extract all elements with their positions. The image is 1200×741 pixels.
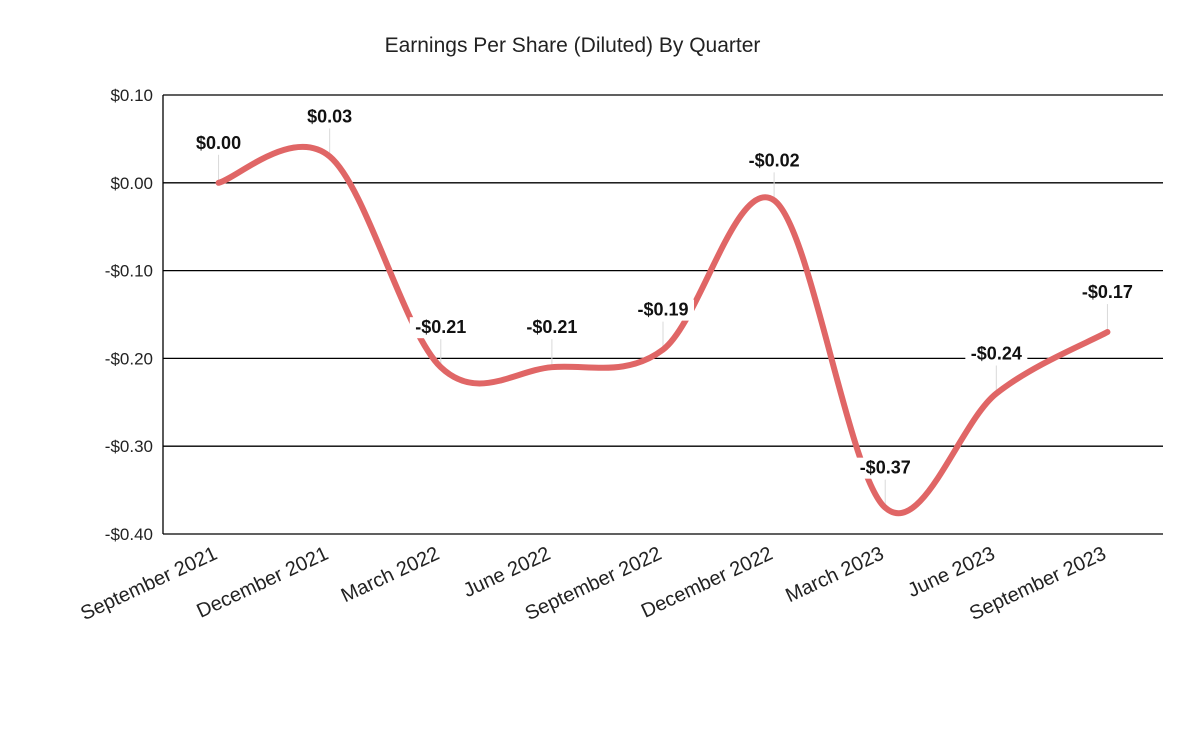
data-label-background xyxy=(409,317,472,339)
data-point xyxy=(217,181,221,185)
data-point xyxy=(661,348,665,352)
data-point xyxy=(328,154,332,158)
y-tick-label: -$0.30 xyxy=(105,437,153,456)
y-tick-label: -$0.40 xyxy=(105,525,153,544)
data-label: -$0.02 xyxy=(749,150,800,170)
y-tick-label: -$0.10 xyxy=(105,262,153,281)
data-label-background xyxy=(298,106,361,128)
axis-layer: $0.10$0.00-$0.10-$0.20-$0.30-$0.40Septem… xyxy=(77,86,1109,625)
x-tick-label: March 2023 xyxy=(782,543,887,608)
data-label: -$0.24 xyxy=(971,344,1022,364)
x-tick-label: March 2022 xyxy=(338,543,443,608)
data-point xyxy=(1105,330,1109,334)
label-layer: $0.00 $0.03 -$0.21 -$0.21 -$0.19 -$0.02 -$0.37… xyxy=(187,106,1139,479)
data-label: $0.00 xyxy=(196,133,241,153)
x-tick-label: June 2023 xyxy=(904,543,998,602)
data-label: -$0.21 xyxy=(526,317,577,337)
leader-layer xyxy=(218,128,1108,508)
data-label: -$0.21 xyxy=(415,317,466,337)
chart-title: Earnings Per Share (Diluted) By Quarter xyxy=(384,34,761,57)
data-label-background xyxy=(965,343,1028,365)
data-label-background xyxy=(632,299,694,321)
data-label-background xyxy=(743,150,806,172)
data-label-background xyxy=(854,457,917,479)
data-point xyxy=(439,365,443,369)
data-label: $0.03 xyxy=(307,106,352,126)
y-tick-label: $0.00 xyxy=(110,174,153,193)
data-label: -$0.17 xyxy=(1082,282,1133,302)
data-point xyxy=(772,198,776,202)
y-tick-label: $0.10 xyxy=(110,86,153,105)
y-tick-label: -$0.20 xyxy=(105,349,153,368)
data-label: -$0.37 xyxy=(860,458,911,478)
data-label-background xyxy=(187,132,250,154)
data-label-background xyxy=(1076,282,1139,304)
data-label-background xyxy=(520,317,583,339)
x-tick-label: June 2022 xyxy=(460,543,554,602)
data-label: -$0.19 xyxy=(637,300,688,320)
data-point xyxy=(994,392,998,396)
data-point xyxy=(883,506,887,510)
data-point xyxy=(550,365,554,369)
